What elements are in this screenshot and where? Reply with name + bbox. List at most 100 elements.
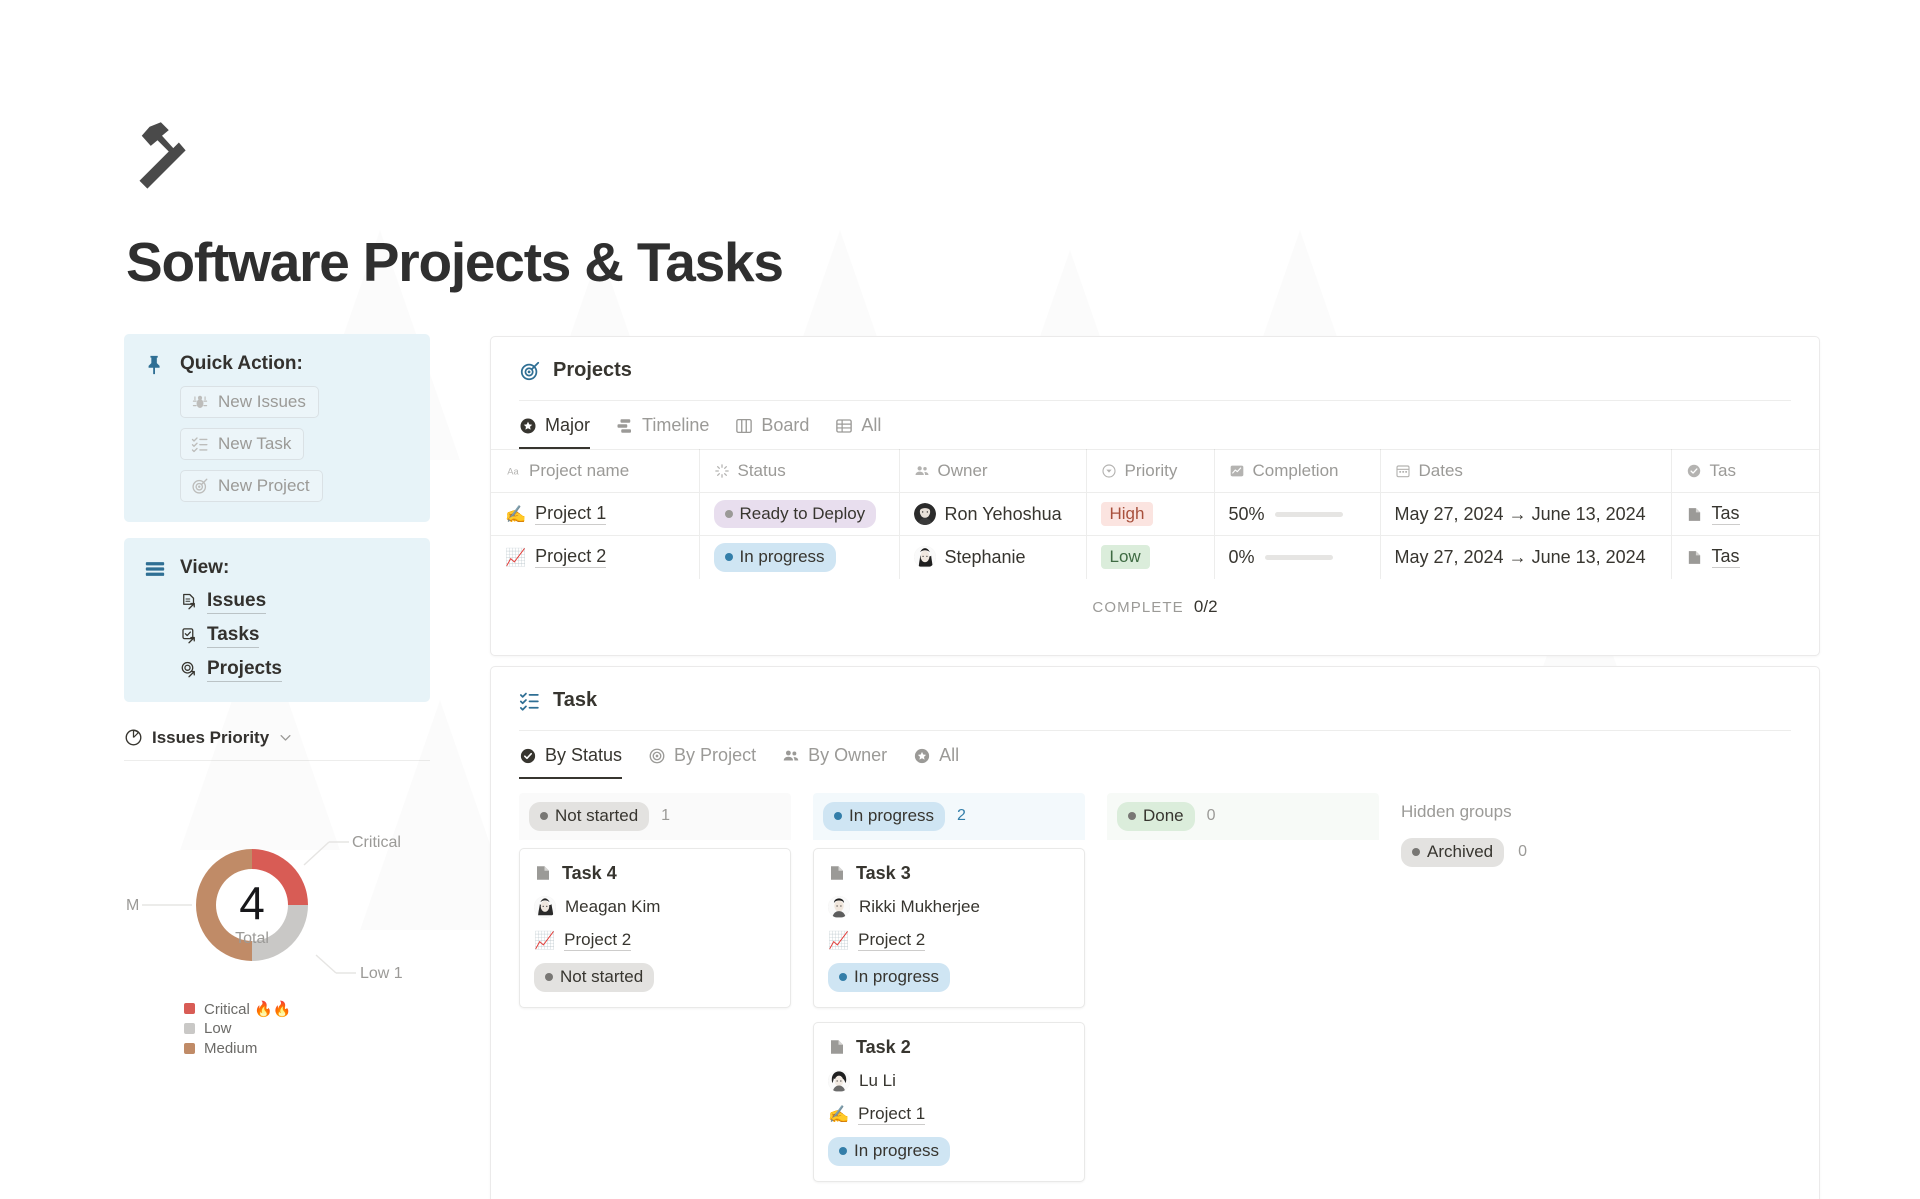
new-project-label: New Project [218, 475, 310, 495]
col-label: Project name [529, 461, 630, 480]
col-tasks[interactable]: Tas [1671, 449, 1819, 493]
legend-swatch-low [184, 1023, 195, 1034]
task-title-row: Task 3 [828, 863, 1070, 884]
task-card-title: Task [553, 689, 598, 711]
tab-all[interactable]: All [913, 745, 959, 779]
sidebar-item-tasks[interactable]: Tasks [180, 624, 410, 648]
status-badge: Done [1117, 802, 1195, 831]
donut-label-low: Low 1 [360, 965, 403, 982]
quick-action-row: New Issues [180, 376, 410, 418]
task-project-link[interactable]: Project 2 [564, 929, 632, 951]
cell-priority[interactable]: High [1086, 492, 1215, 536]
kanban-column-header[interactable]: Done 0 [1107, 793, 1379, 840]
page-icon [831, 1040, 843, 1055]
cell-project-name[interactable]: ✍️ Project 1 [491, 492, 700, 536]
new-issues-button[interactable]: New Issues [180, 385, 319, 418]
quick-action-row: New Project [180, 460, 410, 502]
checklist-icon [519, 692, 539, 711]
cell-dates[interactable]: May 27, 2024 → June 13, 2024 [1380, 492, 1672, 536]
divider [124, 759, 430, 761]
task-title-row: Task 4 [534, 863, 776, 884]
kanban-column-label: In progress [849, 806, 935, 825]
table-row[interactable]: 📈 Project 2 In progress [491, 535, 1819, 579]
status-dot [839, 973, 847, 982]
tab-timeline[interactable]: Timeline [616, 415, 709, 449]
tab-by-owner[interactable]: By Owner [782, 745, 887, 779]
cell-status[interactable]: Ready to Deploy [699, 492, 900, 536]
cell-status[interactable]: In progress [699, 535, 900, 579]
col-project-name[interactable]: Aa Project name [491, 449, 700, 493]
task-project-link[interactable]: Project 1 [858, 1103, 926, 1125]
kanban-column-count: 1 [661, 807, 671, 825]
task-kanban-board: Not started 1 Task 4 [491, 779, 1819, 1196]
project-name-link[interactable]: Project 2 [535, 546, 607, 569]
tab-by-project[interactable]: By Project [648, 745, 756, 779]
priority-tag: Low [1100, 545, 1150, 570]
cell-completion[interactable]: 0% [1214, 535, 1381, 579]
cell-completion[interactable]: 50% [1214, 492, 1381, 536]
new-project-button[interactable]: New Project [180, 469, 323, 502]
kanban-column-header[interactable]: In progress 2 [813, 793, 1085, 840]
col-label: Owner [937, 461, 988, 480]
cell-priority[interactable]: Low [1086, 535, 1215, 579]
task-owner: Rikki Mukherjee [859, 896, 980, 916]
quick-action-callout: Quick Action: [124, 334, 430, 522]
hidden-group-count: 0 [1518, 843, 1528, 861]
projects-tabs: Major Timeline Board [491, 401, 1819, 449]
donut-label-medium: M [126, 897, 139, 914]
board-icon [736, 418, 753, 433]
task-card-item[interactable]: Task 4 Meagan Kim [519, 847, 791, 1008]
sidebar-item-projects[interactable]: Projects [180, 658, 410, 682]
table-row[interactable]: ✍️ Project 1 Ready to Deploy [491, 492, 1819, 536]
tab-board-label: Board [761, 415, 810, 435]
task-project-link[interactable]: Project 2 [858, 929, 926, 951]
page-icon [537, 866, 549, 881]
cell-owner[interactable]: Ron Yehoshua [899, 492, 1087, 536]
tab-by-project-label: By Project [674, 745, 757, 765]
kanban-column-count: 0 [1206, 807, 1216, 825]
status-badge: Not started [534, 962, 655, 992]
cell-dates[interactable]: May 27, 2024 → June 13, 2024 [1380, 535, 1672, 579]
col-label: Dates [1418, 461, 1463, 480]
task-link[interactable]: Tas [1711, 503, 1740, 525]
col-dates[interactable]: Dates [1380, 449, 1672, 493]
kanban-column-header[interactable]: Not started 1 [519, 793, 791, 840]
status-dot [839, 1147, 847, 1156]
sidebar-item-issues[interactable]: Issues [180, 590, 410, 614]
new-task-button[interactable]: New Task [180, 427, 305, 460]
chevron-down-icon[interactable] [278, 730, 293, 745]
col-owner[interactable]: Owner [899, 449, 1087, 493]
task-link[interactable]: Tas [1711, 546, 1740, 569]
col-label: Completion [1252, 461, 1339, 480]
hidden-group-item[interactable]: Archived 0 [1401, 838, 1651, 867]
cell-owner[interactable]: Stephanie [899, 535, 1087, 579]
col-completion[interactable]: Completion [1214, 449, 1381, 493]
task-card-item[interactable]: Task 3 Rikki Mukherjee [813, 847, 1085, 1008]
status-badge: In progress [713, 542, 836, 572]
tab-by-status[interactable]: By Status [519, 745, 623, 779]
check-circle-icon [1687, 464, 1700, 478]
tab-board[interactable]: Board [735, 415, 809, 449]
spinner-icon [714, 464, 729, 478]
issues-priority-header[interactable]: Issues Priority [124, 728, 430, 748]
col-priority[interactable]: Priority [1086, 449, 1215, 493]
cell-project-name[interactable]: 📈 Project 2 [491, 535, 700, 579]
avatar [828, 895, 850, 918]
tab-major[interactable]: Major [519, 415, 591, 449]
donut-slice-low [252, 904, 308, 961]
avatar [913, 546, 936, 569]
avatar [534, 895, 556, 918]
status-badge: Not started [529, 802, 650, 831]
cell-tasks[interactable]: Tas [1671, 535, 1819, 579]
task-card-item[interactable]: Task 2 Lu Li [813, 1021, 1085, 1182]
cell-tasks[interactable]: Tas [1671, 492, 1819, 536]
new-issues-label: New Issues [218, 391, 306, 411]
col-label: Priority [1124, 461, 1178, 480]
project-name-link[interactable]: Project 1 [535, 503, 607, 525]
col-status[interactable]: Status [699, 449, 900, 493]
status-label: In progress [739, 546, 825, 566]
legend-item: Low [184, 1019, 291, 1039]
tab-all[interactable]: All [835, 415, 881, 449]
dates-range: May 27, 2024 → June 13, 2024 [1394, 503, 1646, 524]
completion-bar [1274, 511, 1343, 517]
